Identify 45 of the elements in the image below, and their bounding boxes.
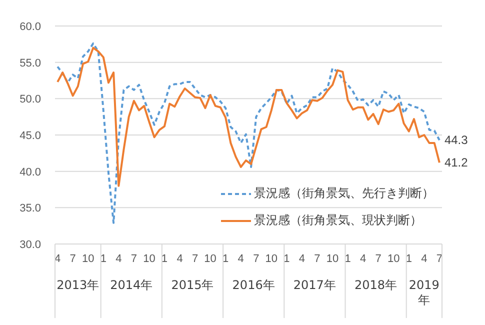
x-tick-label: 1	[406, 253, 412, 265]
text: 2015年	[170, 278, 215, 293]
x-tick-label: 7	[314, 253, 320, 265]
text: 2017年	[292, 278, 337, 293]
y-tick-label: 50.0	[20, 94, 41, 106]
x-tick-label: 4	[360, 253, 366, 265]
x-tick-label: 4	[298, 253, 306, 265]
x-tick-label: 10	[388, 253, 400, 265]
text: 2018年	[354, 278, 398, 293]
line-series	[56, 42, 440, 224]
data-label: 44.3	[444, 133, 468, 148]
text: 2014年	[109, 278, 154, 293]
x-tick-label: 4	[116, 253, 122, 265]
x-tick-label: 7	[375, 253, 382, 265]
legend-label: 景況感（街角景気、先行き判断）	[254, 185, 434, 202]
data-label: 41.2	[444, 156, 468, 170]
y-tick-label: 30.0	[20, 239, 41, 251]
x-tick-label: 10	[265, 253, 278, 265]
x-tick-label: 7	[192, 253, 198, 265]
x-tick-label: 7	[70, 253, 76, 265]
line-series	[56, 46, 440, 187]
x-tick-label: 4	[421, 253, 428, 265]
x-tick-label: 1	[344, 253, 351, 265]
y-tick-label: 40.0	[20, 166, 41, 178]
x-tick-label: 1	[100, 253, 106, 265]
x-tick-label: 10	[82, 253, 94, 265]
text: 2019年	[408, 278, 440, 308]
x-tick-label: 1	[161, 253, 168, 265]
text: 2016年	[231, 278, 276, 293]
x-tick-label: 10	[143, 253, 156, 265]
x-tick-label: 4	[238, 253, 244, 265]
x-tick-label: 1	[222, 253, 229, 265]
x-tick-label: 7	[253, 253, 260, 265]
x-tick-label: 1	[284, 253, 290, 265]
y-tick-label: 45.0	[20, 130, 41, 142]
legend-label: 景況感（街角景気、現状判断）	[254, 212, 422, 229]
x-tick-label: 7	[130, 253, 137, 265]
y-tick-label: 55.0	[20, 57, 41, 70]
x-tick-label: 10	[204, 253, 216, 265]
y-tick-label: 35.0	[20, 202, 41, 215]
y-tick-label: 60.0	[20, 21, 41, 33]
x-tick-label: 4	[176, 253, 183, 265]
x-tick-label: 4	[54, 253, 61, 265]
x-tick-label: 10	[326, 253, 339, 265]
text: 2013年	[56, 278, 100, 293]
